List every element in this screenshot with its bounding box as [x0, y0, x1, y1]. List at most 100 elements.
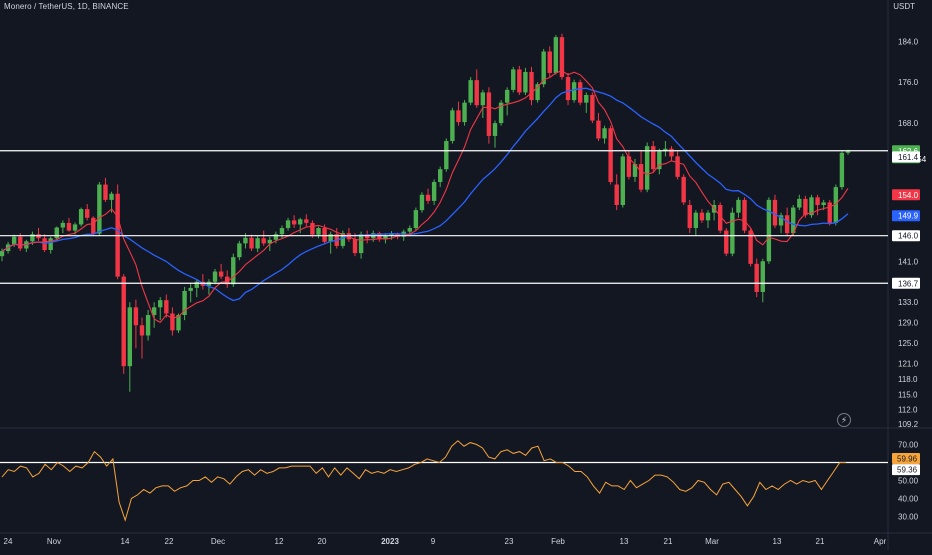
time-tick-label: 12 [275, 537, 284, 546]
candle-body [693, 212, 699, 229]
time-tick-label: 21 [816, 537, 825, 546]
candle-body [267, 239, 272, 244]
oscillator-tag [892, 453, 920, 465]
candle-body [651, 146, 656, 170]
candle-body [669, 148, 674, 157]
candle-body [815, 197, 820, 205]
candle-body [602, 128, 607, 139]
symbol-title[interactable]: Monero / TetherUS, 1D, BINANCE [4, 2, 129, 11]
candle-body [486, 92, 492, 136]
candle-body [151, 307, 157, 316]
candle-body [444, 141, 449, 170]
candle-body [72, 224, 78, 231]
price-tick-label: 141.0 [898, 257, 919, 266]
candle-body [632, 164, 638, 177]
candle-body [316, 228, 321, 235]
candle-body [644, 146, 650, 190]
candle-body [383, 235, 388, 240]
time-tick-label: 20 [318, 537, 327, 546]
time-tick-label: 21 [664, 537, 673, 546]
candle-body [218, 271, 224, 277]
price-tick-label: 118.0 [898, 375, 918, 384]
candle-body [675, 156, 680, 177]
candle-body [0, 251, 5, 257]
time-tick-label: 9 [431, 537, 436, 546]
price-tick-label: 133.0 [898, 298, 919, 307]
candle-body [717, 204, 723, 231]
price-tick-label: 176.0 [898, 78, 919, 87]
time-tick-label: Nov [47, 537, 61, 546]
time-tick-label: Apr [874, 537, 887, 546]
candle-body [109, 193, 114, 200]
candle-body [212, 271, 218, 282]
candle-body [285, 220, 291, 229]
candle-body [608, 128, 613, 182]
candle-body [578, 82, 583, 103]
time-tick-label: Feb [551, 537, 565, 546]
candle-body [60, 222, 66, 228]
candle-body [571, 82, 577, 101]
candle-body [559, 37, 565, 78]
candle-body [517, 69, 522, 93]
candle-body [730, 212, 735, 254]
lightning-icon[interactable]: ⚡ [837, 413, 851, 427]
candle-body [249, 237, 254, 249]
candle-body [194, 281, 199, 288]
candle-body [419, 194, 425, 211]
candle-body [833, 187, 839, 223]
time-tick-label: 2023 [381, 537, 399, 546]
candle-body [11, 236, 17, 245]
candle-body [352, 239, 358, 254]
candle-body [827, 202, 832, 223]
candle-body [48, 238, 53, 251]
moving-average-slow [1, 87, 849, 302]
candle-body [480, 92, 486, 106]
price-tick-label: 121.0 [898, 360, 919, 369]
oscillator-tick-label: 50.00 [898, 477, 919, 486]
candle-body [170, 313, 175, 331]
time-tick-label: 24 [4, 537, 13, 546]
candle-body [54, 227, 59, 239]
price-tag [892, 210, 920, 222]
candle-body [279, 228, 285, 235]
candle-body [791, 207, 796, 234]
oscillator-tick-label: 30.00 [898, 513, 919, 522]
candle-body [492, 123, 498, 136]
candle-body [164, 300, 169, 314]
candle-body [699, 212, 705, 221]
candle-body [614, 184, 619, 205]
candle-body [839, 152, 845, 188]
price-tick-label: 112.0 [898, 406, 918, 415]
candle-body [42, 238, 47, 251]
candle-body [547, 51, 552, 73]
candle-body [328, 234, 333, 242]
candle-body [407, 228, 412, 232]
candle-body [322, 228, 327, 242]
candle-body [358, 234, 364, 254]
time-tick-label: 23 [505, 537, 514, 546]
candle-body [176, 315, 181, 331]
price-tag [892, 230, 920, 242]
candle-body [620, 156, 626, 205]
candle-body [724, 230, 729, 254]
candle-body [778, 215, 784, 226]
candle-body [133, 307, 139, 326]
candle-body [511, 69, 516, 90]
candle-body [182, 290, 187, 316]
price-tick-label: 109.2 [898, 420, 919, 429]
candle-body [237, 243, 242, 258]
candle-body [797, 198, 802, 208]
candle-body [845, 150, 851, 153]
candle-body [760, 261, 765, 292]
candle-body [310, 222, 315, 235]
candle-body [754, 263, 759, 292]
candle-body [535, 84, 540, 101]
price-tag [892, 189, 920, 201]
time-tick-label: Dec [211, 537, 225, 546]
candle-body [541, 51, 546, 85]
candle-body [30, 234, 35, 242]
candle-body [340, 233, 346, 246]
candle-body [565, 77, 571, 101]
